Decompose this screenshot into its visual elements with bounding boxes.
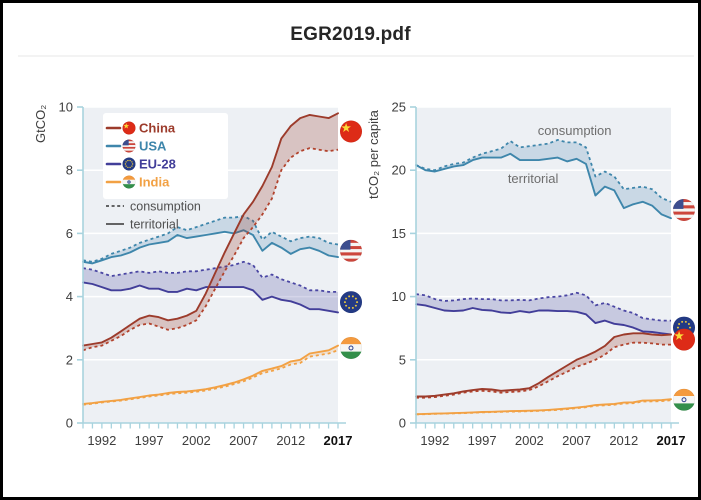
legend-label-usa: USA	[139, 139, 167, 154]
eu28-band	[416, 292, 671, 335]
x-tick-label: 2007	[562, 433, 591, 448]
usa-band	[83, 216, 338, 264]
charts-area: 0 2 4 6 8 10 1992 1997 2002 2007 2012 2017 GtCO₂ ★ ★ Ch…	[3, 63, 698, 497]
legend-item-eu28: EU-28	[105, 157, 176, 172]
legend-item-usa: USA	[105, 139, 167, 154]
legend: ★ China USA EU-28 India consumption territoria…	[103, 113, 228, 232]
china-consumption-line	[416, 341, 671, 399]
y-tick-label: 10	[392, 289, 406, 304]
y-tick-label: 2	[66, 352, 73, 367]
axes: 0 5 10 15 20 25 1992 1997 2002 2007 2012 2017	[392, 100, 686, 449]
china-band	[83, 113, 338, 351]
x-tick-label: 1992	[420, 433, 449, 448]
usa-consumption-line	[82, 215, 339, 263]
legend-label-eu28: EU-28	[139, 157, 176, 172]
y-tick-label: 10	[59, 100, 73, 115]
india-territorial-line	[82, 344, 339, 405]
legend-style-territorial: territorial	[106, 218, 179, 232]
usa-flag-icon	[673, 199, 695, 222]
usa-flag-icon	[340, 239, 362, 262]
y-tick-label: 15	[392, 226, 406, 241]
legend-box	[103, 113, 228, 199]
document-title: EGR2019.pdf	[290, 24, 411, 45]
x-tick-label: 2007	[229, 433, 258, 448]
legend-item-india: India	[105, 175, 170, 190]
y-tick-label: 0	[66, 416, 73, 431]
legend-style-consumption: consumption	[106, 200, 201, 214]
china-band	[416, 333, 671, 398]
legend-label-china: China	[139, 121, 176, 136]
usa-band	[416, 139, 671, 219]
china-flag-icon: ★	[340, 120, 362, 143]
legend-style-label-consumption: consumption	[130, 200, 201, 214]
x-tick-label: 2017	[324, 433, 353, 448]
annotation-territorial: territorial	[508, 171, 559, 186]
x-tick-label: 2012	[276, 433, 305, 448]
chart-per-capita-emissions: 0 5 10 15 20 25 1992 1997 2002 2007 2012 2017 tCO₂ p…	[366, 100, 695, 449]
eu28-territorial-line	[415, 303, 672, 336]
india-flag-icon	[122, 175, 136, 189]
usa-flag-icon	[122, 139, 136, 153]
china-territorial-line	[415, 332, 672, 398]
india-territorial-line	[415, 398, 672, 416]
x-tick-label: 1997	[468, 433, 497, 448]
x-tick-label: 2002	[182, 433, 211, 448]
y-tick-label: 5	[399, 352, 406, 367]
eu28-consumption-line	[82, 260, 338, 293]
usa-territorial-line	[82, 229, 339, 265]
legend-label-india: India	[139, 175, 170, 190]
titlebar-divider	[18, 55, 694, 57]
china-territorial-line	[82, 112, 339, 347]
y-tick-label: 25	[392, 100, 406, 115]
x-tick-label: 1992	[87, 433, 116, 448]
china-flag-icon: ★	[122, 121, 136, 135]
eu28-territorial-line	[82, 281, 339, 314]
usa-consumption-line	[415, 139, 672, 203]
svg-text:★: ★	[674, 329, 685, 343]
y-tick-label: 4	[66, 289, 73, 304]
eu28-flag-icon	[122, 157, 136, 171]
y-tick-label: 20	[392, 163, 406, 178]
y-axis-title: GtCO₂	[33, 105, 48, 143]
annotation-consumption: consumption	[538, 123, 612, 138]
india-flag-icon	[340, 336, 362, 359]
y-tick-label: 6	[66, 226, 73, 241]
legend-style-label-territorial: territorial	[130, 218, 179, 232]
x-tick-label: 2012	[609, 433, 638, 448]
svg-text:★: ★	[123, 121, 130, 130]
eu28-flag-icon	[340, 291, 362, 314]
x-tick-label: 2017	[657, 433, 686, 448]
chart-total-emissions: 0 2 4 6 8 10 1992 1997 2002 2007 2012 2017 GtCO₂ ★ ★ Ch…	[33, 100, 362, 449]
axes: 0 2 4 6 8 10 1992 1997 2002 2007 2012 2017	[59, 100, 353, 449]
x-tick-label: 2002	[515, 433, 544, 448]
eu28-consumption-line	[415, 291, 671, 322]
y-tick-label: 0	[399, 416, 406, 431]
x-tick-label: 1997	[135, 433, 164, 448]
svg-text:★: ★	[341, 121, 352, 135]
china-flag-icon: ★	[673, 328, 695, 351]
usa-territorial-line	[415, 152, 672, 220]
legend-item-china: ★ China	[105, 121, 176, 136]
document-titlebar: EGR2019.pdf	[3, 3, 698, 55]
india-flag-icon	[673, 388, 695, 411]
y-tick-label: 8	[66, 163, 73, 178]
y-axis-title: tCO₂ per capita	[366, 109, 381, 199]
